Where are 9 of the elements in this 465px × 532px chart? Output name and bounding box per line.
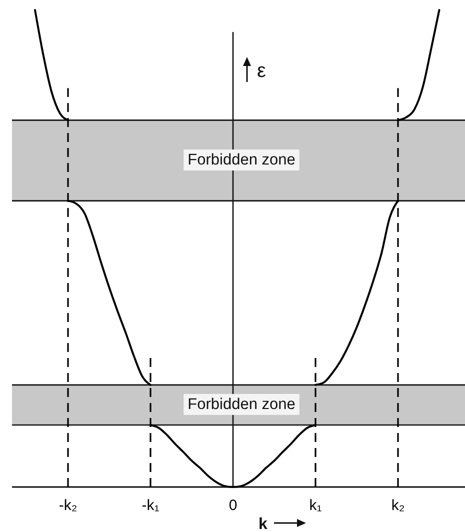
- band-label: Forbidden zone: [188, 152, 296, 169]
- x-tick-label: k₁: [309, 497, 322, 514]
- band-label: Forbidden zone: [188, 396, 296, 414]
- x-tick-label: 0: [228, 497, 238, 514]
- x-tick-label: -k₁: [142, 497, 160, 514]
- y-axis-title: ε: [257, 60, 266, 82]
- x-tick-label: -k₂: [58, 497, 78, 514]
- x-tick-label: k₂: [391, 497, 405, 514]
- x-axis-title: k: [258, 516, 268, 532]
